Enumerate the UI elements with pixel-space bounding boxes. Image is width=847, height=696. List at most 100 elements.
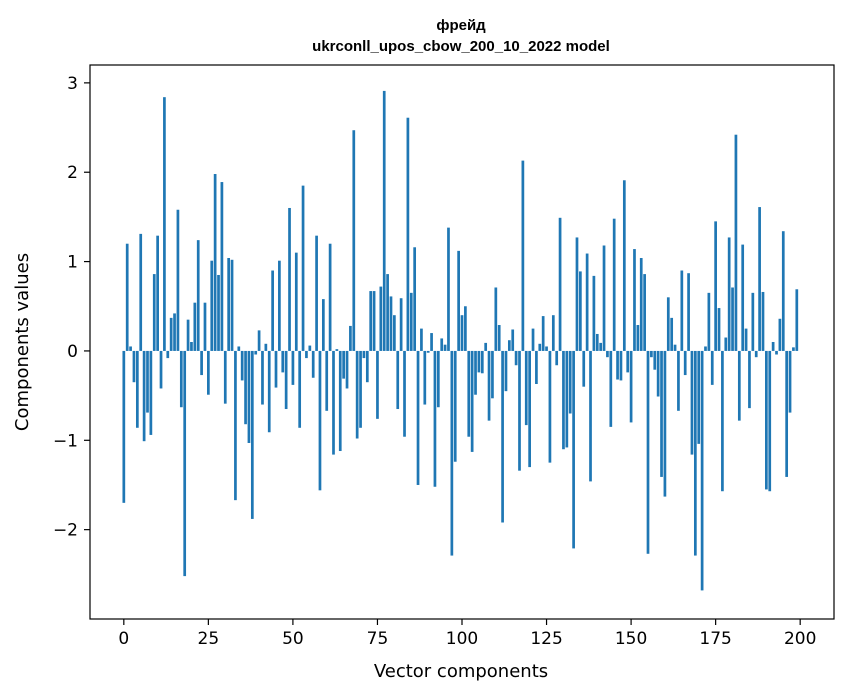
bar-93: [436, 350, 440, 408]
bar-169: [693, 350, 697, 556]
bar-185: [748, 350, 751, 409]
bar-112: [501, 350, 504, 523]
bar-72: [365, 350, 369, 383]
y-axis-label: Components values: [12, 253, 33, 431]
bar-7: [146, 350, 149, 413]
bar-164: [677, 350, 680, 411]
bar-152: [636, 325, 640, 351]
bar-42: [264, 343, 268, 351]
bar-126: [548, 350, 552, 463]
chart-title-line-1: фрейд: [436, 17, 486, 34]
bar-155: [646, 350, 650, 554]
bar-146: [616, 350, 619, 380]
bar-162: [670, 317, 674, 351]
bar-113: [504, 350, 508, 392]
bar-22: [196, 240, 200, 351]
bar-130: [562, 350, 565, 450]
x-tick-label: 25: [198, 629, 220, 649]
bar-75: [376, 350, 379, 419]
bar-84: [406, 117, 410, 351]
bar-161: [666, 297, 670, 351]
bar-189: [761, 291, 765, 351]
bar-32: [230, 259, 234, 351]
bar-30: [223, 350, 227, 404]
bar-116: [514, 350, 518, 366]
bar-195: [781, 231, 785, 351]
bar-1: [125, 243, 129, 351]
bar-4: [135, 350, 139, 428]
x-tick-label: 50: [282, 629, 304, 649]
bar-90: [426, 350, 430, 353]
bar-181: [734, 134, 738, 351]
bar-86: [413, 247, 417, 351]
bar-187: [754, 350, 758, 358]
bar-55: [308, 345, 312, 351]
bar-148: [622, 180, 626, 351]
bar-110: [494, 287, 498, 351]
bar-194: [778, 318, 782, 351]
bar-28: [217, 274, 220, 351]
bar-34: [237, 346, 241, 351]
bar-31: [227, 258, 231, 351]
bar-125: [545, 346, 548, 351]
bar-184: [744, 328, 748, 351]
bar-147: [619, 350, 623, 381]
bar-132: [568, 350, 572, 414]
bar-129: [558, 217, 562, 351]
bar-44: [271, 270, 274, 351]
bar-111: [497, 325, 501, 351]
bar-15: [173, 313, 176, 351]
bar-190: [765, 350, 768, 490]
x-tick-label: 0: [118, 629, 129, 649]
bar-13: [166, 350, 170, 359]
bar-140: [595, 333, 599, 351]
bar-11: [159, 350, 163, 389]
bar-47: [281, 350, 285, 373]
bar-36: [244, 350, 247, 425]
bar-108: [487, 350, 491, 421]
bar-104: [474, 350, 477, 395]
bar-23: [200, 350, 203, 376]
bar-21: [193, 302, 197, 351]
bar-179: [727, 237, 731, 351]
bar-158: [656, 350, 660, 397]
bar-193: [775, 350, 778, 355]
bar-87: [416, 350, 420, 485]
bar-196: [785, 350, 789, 477]
bar-16: [176, 209, 180, 351]
bar-191: [768, 350, 772, 492]
bar-103: [470, 350, 474, 452]
bar-106: [480, 350, 484, 374]
bar-182: [737, 350, 741, 421]
bar-9: [152, 274, 156, 351]
bar-99: [457, 250, 460, 351]
bar-176: [717, 308, 721, 351]
bar-39: [254, 350, 258, 355]
bar-166: [683, 350, 687, 376]
bar-137: [585, 253, 589, 351]
bar-78: [386, 274, 389, 351]
chart-title-line-2: ukrconll_upos_cbow_200_10_2022 model: [312, 38, 610, 55]
bar-105: [477, 350, 481, 373]
x-axis-label: Vector components: [374, 661, 548, 682]
bar-172: [704, 346, 707, 351]
bar-20: [190, 342, 193, 351]
bar-136: [582, 350, 586, 387]
bar-124: [541, 316, 545, 351]
bar-174: [710, 350, 714, 385]
bar-175: [714, 221, 717, 351]
bar-10: [156, 235, 159, 351]
bar-64: [338, 350, 342, 452]
bar-142: [602, 245, 606, 351]
x-tick-label: 75: [367, 629, 389, 649]
bar-173: [707, 292, 711, 351]
bar-153: [639, 258, 643, 351]
bar-27: [213, 174, 217, 351]
bar-149: [626, 350, 630, 373]
bar-134: [575, 237, 579, 351]
bar-118: [521, 160, 525, 351]
bar-154: [643, 274, 646, 351]
bar-197: [788, 350, 792, 413]
bar-76: [379, 286, 383, 351]
y-tick-label: 3: [67, 74, 78, 94]
